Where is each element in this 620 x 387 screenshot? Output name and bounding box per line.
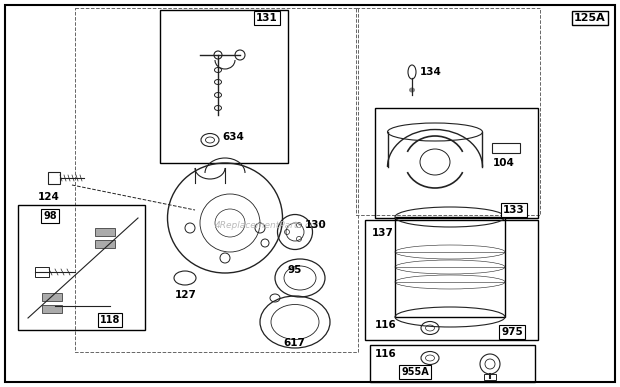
Text: 118: 118	[100, 315, 120, 325]
Text: 131: 131	[256, 13, 278, 23]
Text: 634: 634	[222, 132, 244, 142]
Bar	[375, 108, 538, 218]
Text: 975: 975	[501, 327, 523, 337]
Text: 133: 133	[503, 205, 525, 215]
Bar	[35, 267, 49, 277]
Text: 104: 104	[493, 158, 515, 168]
Bar	[75, 8, 358, 352]
Text: 98: 98	[43, 211, 57, 221]
Ellipse shape	[409, 87, 415, 92]
Text: 95: 95	[288, 265, 303, 275]
Text: 4ReplacementParts.com: 4ReplacementParts.com	[215, 221, 325, 229]
Text: 617: 617	[283, 338, 305, 348]
Text: 125A: 125A	[574, 13, 606, 23]
Text: 127: 127	[175, 290, 197, 300]
Bar	[48, 172, 60, 184]
Text: 116: 116	[375, 320, 397, 330]
Text: 955A: 955A	[401, 367, 429, 377]
Bar	[42, 293, 62, 301]
Bar	[484, 374, 496, 380]
Bar	[395, 217, 505, 317]
Bar	[95, 240, 115, 248]
Text: 137: 137	[372, 228, 394, 238]
Bar	[95, 228, 115, 236]
Text: 124: 124	[38, 192, 60, 202]
Bar	[370, 345, 535, 382]
Bar	[365, 220, 538, 340]
Text: 134: 134	[420, 67, 442, 77]
Text: 130: 130	[305, 220, 327, 230]
Bar	[18, 205, 145, 330]
Bar	[492, 143, 520, 153]
Bar	[356, 8, 540, 215]
Bar	[160, 10, 288, 163]
Bar	[42, 305, 62, 313]
Text: 116: 116	[375, 349, 397, 359]
